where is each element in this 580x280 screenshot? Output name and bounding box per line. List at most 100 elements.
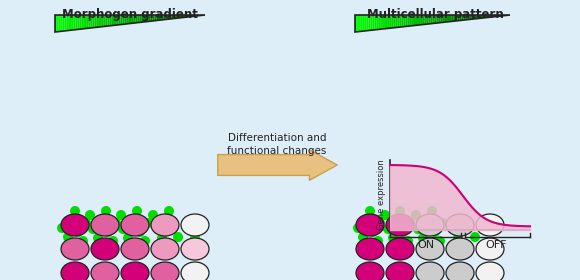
Circle shape	[108, 236, 118, 246]
Polygon shape	[423, 15, 425, 25]
Polygon shape	[471, 15, 473, 19]
Polygon shape	[106, 15, 107, 26]
Circle shape	[70, 206, 80, 216]
Ellipse shape	[386, 238, 414, 260]
Polygon shape	[362, 15, 365, 31]
Circle shape	[413, 224, 423, 234]
Polygon shape	[198, 15, 200, 16]
Ellipse shape	[151, 214, 179, 236]
Polygon shape	[137, 15, 139, 23]
Polygon shape	[132, 15, 134, 23]
Circle shape	[360, 215, 370, 225]
Circle shape	[132, 206, 142, 216]
Polygon shape	[378, 15, 380, 29]
Polygon shape	[113, 15, 115, 25]
Text: Differentiation and: Differentiation and	[228, 133, 326, 143]
Circle shape	[101, 206, 111, 216]
Polygon shape	[192, 15, 194, 17]
Circle shape	[368, 227, 378, 237]
Circle shape	[57, 223, 67, 233]
Polygon shape	[382, 15, 384, 29]
Polygon shape	[388, 15, 390, 28]
Polygon shape	[355, 15, 357, 32]
Polygon shape	[153, 15, 154, 21]
Circle shape	[447, 223, 457, 233]
Polygon shape	[415, 15, 417, 25]
Text: ON: ON	[418, 240, 435, 250]
Ellipse shape	[121, 214, 149, 236]
Polygon shape	[81, 15, 83, 29]
Polygon shape	[64, 15, 66, 31]
Circle shape	[395, 206, 405, 216]
Polygon shape	[102, 15, 104, 27]
Polygon shape	[442, 15, 444, 22]
Polygon shape	[87, 15, 89, 28]
Circle shape	[435, 236, 445, 246]
Polygon shape	[407, 15, 409, 26]
Polygon shape	[467, 15, 469, 20]
Polygon shape	[487, 15, 489, 18]
Polygon shape	[411, 15, 413, 26]
Circle shape	[411, 210, 421, 220]
Circle shape	[88, 224, 98, 234]
Text: Morphogen gradient: Morphogen gradient	[62, 8, 198, 21]
Polygon shape	[384, 15, 386, 29]
Ellipse shape	[356, 238, 384, 260]
Circle shape	[78, 236, 88, 246]
Polygon shape	[179, 15, 180, 18]
Circle shape	[375, 218, 385, 228]
Polygon shape	[126, 15, 128, 24]
Polygon shape	[107, 15, 110, 26]
Ellipse shape	[386, 214, 414, 236]
Polygon shape	[419, 15, 421, 25]
Ellipse shape	[151, 238, 179, 260]
Polygon shape	[175, 15, 177, 18]
Polygon shape	[134, 15, 136, 23]
Circle shape	[103, 227, 113, 237]
Polygon shape	[143, 15, 145, 22]
Polygon shape	[72, 15, 74, 30]
Polygon shape	[66, 15, 68, 31]
Polygon shape	[469, 15, 471, 20]
Polygon shape	[166, 15, 168, 20]
Circle shape	[93, 233, 103, 243]
Circle shape	[111, 218, 121, 228]
Circle shape	[65, 215, 75, 225]
Circle shape	[438, 218, 448, 228]
Polygon shape	[371, 15, 372, 30]
Polygon shape	[365, 15, 367, 31]
Polygon shape	[74, 15, 75, 30]
Polygon shape	[417, 15, 419, 25]
Polygon shape	[158, 15, 160, 20]
Polygon shape	[473, 15, 475, 19]
Circle shape	[190, 233, 200, 243]
Polygon shape	[429, 15, 430, 24]
Polygon shape	[489, 15, 491, 17]
Polygon shape	[496, 15, 498, 17]
Circle shape	[81, 218, 91, 228]
Polygon shape	[409, 15, 411, 26]
Polygon shape	[434, 15, 436, 23]
Polygon shape	[195, 15, 198, 16]
Polygon shape	[177, 15, 179, 18]
Circle shape	[96, 215, 106, 225]
Ellipse shape	[181, 262, 209, 280]
Polygon shape	[483, 15, 485, 18]
Circle shape	[427, 206, 437, 216]
Circle shape	[148, 210, 158, 220]
Ellipse shape	[61, 238, 89, 260]
Circle shape	[353, 223, 363, 233]
Circle shape	[157, 233, 167, 243]
Circle shape	[123, 233, 133, 243]
Polygon shape	[438, 15, 440, 23]
Ellipse shape	[121, 262, 149, 280]
Circle shape	[168, 223, 178, 233]
Polygon shape	[491, 15, 492, 17]
Polygon shape	[83, 15, 85, 29]
Polygon shape	[117, 15, 119, 25]
Ellipse shape	[446, 238, 474, 260]
Circle shape	[380, 210, 390, 220]
Polygon shape	[459, 15, 462, 20]
Polygon shape	[200, 15, 201, 16]
Polygon shape	[90, 15, 92, 28]
